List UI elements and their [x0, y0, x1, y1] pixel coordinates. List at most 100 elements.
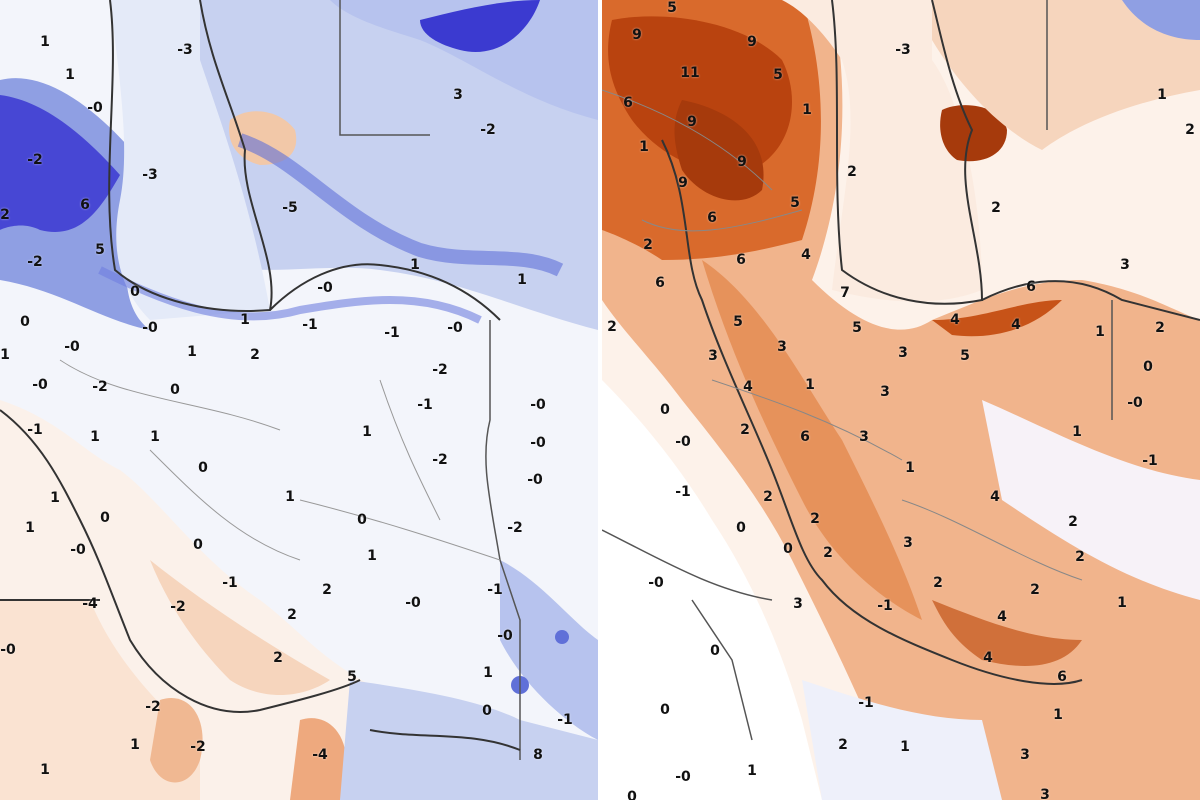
anomaly-label: 0	[193, 537, 203, 553]
anomaly-label: 5	[852, 320, 862, 336]
anomaly-label: 2	[322, 582, 332, 598]
anomaly-label: 3	[859, 429, 869, 445]
anomaly-label: 3	[1020, 747, 1030, 763]
anomaly-label: 0	[660, 702, 670, 718]
anomaly-label: -1	[1142, 453, 1158, 469]
anomaly-label: 1	[40, 34, 50, 50]
right-anomaly-map: 5 9 9 11 5 -3 6 9 1 1 2 1 9 2 9 5 6 2 2 6 4 3 6 6 7 5 4 4 2 5 1 2 3 3 3 5 0 4…	[602, 0, 1200, 800]
anomaly-label: -3	[142, 167, 158, 183]
anomaly-label: 6	[707, 210, 717, 226]
anomaly-label: 2	[838, 737, 848, 753]
panel-divider	[598, 0, 602, 800]
anomaly-label: 3	[1120, 257, 1130, 273]
anomaly-label: 6	[623, 95, 633, 111]
anomaly-label: -0	[497, 628, 513, 644]
anomaly-label: 0	[627, 789, 637, 800]
anomaly-label: 1	[1117, 595, 1127, 611]
anomaly-label: 9	[632, 27, 642, 43]
anomaly-label: 3	[777, 339, 787, 355]
anomaly-label: 1	[483, 665, 493, 681]
anomaly-label: -0	[64, 339, 80, 355]
anomaly-label: 1	[50, 490, 60, 506]
anomaly-label: 1	[410, 257, 420, 273]
anomaly-label: 1	[1053, 707, 1063, 723]
anomaly-label: -0	[530, 397, 546, 413]
anomaly-label: -2	[92, 379, 108, 395]
anomaly-label: 3	[880, 384, 890, 400]
anomaly-label: 1	[0, 347, 10, 363]
anomaly-label: 2	[1185, 122, 1195, 138]
anomaly-label: -1	[858, 695, 874, 711]
anomaly-label: 4	[950, 312, 960, 328]
anomaly-label: 1	[130, 737, 140, 753]
anomaly-label: 2	[991, 200, 1001, 216]
anomaly-label: 1	[90, 429, 100, 445]
anomaly-label: 2	[933, 575, 943, 591]
anomaly-label: 6	[736, 252, 746, 268]
anomaly-label: 2	[823, 545, 833, 561]
anomaly-label: 0	[482, 703, 492, 719]
anomaly-label: -2	[27, 254, 43, 270]
anomaly-label: -5	[282, 200, 298, 216]
anomaly-label: 1	[1157, 87, 1167, 103]
anomaly-label: 1	[240, 312, 250, 328]
anomaly-label: 4	[801, 247, 811, 263]
anomaly-label: -0	[0, 642, 16, 658]
anomaly-label: -0	[142, 320, 158, 336]
anomaly-label: 0	[170, 382, 180, 398]
anomaly-label: 9	[737, 154, 747, 170]
anomaly-label: -1	[675, 484, 691, 500]
anomaly-label: 5	[733, 314, 743, 330]
anomaly-label: 1	[187, 344, 197, 360]
anomaly-label: 0	[100, 510, 110, 526]
anomaly-label: -0	[675, 769, 691, 785]
anomaly-label: -0	[32, 377, 48, 393]
anomaly-label: 1	[65, 67, 75, 83]
anomaly-label: 3	[453, 87, 463, 103]
anomaly-label: 9	[747, 34, 757, 50]
anomaly-label: 3	[708, 348, 718, 364]
anomaly-label: 4	[990, 489, 1000, 505]
anomaly-label: 7	[840, 285, 850, 301]
anomaly-label: 5	[960, 348, 970, 364]
anomaly-label: -0	[87, 100, 103, 116]
anomaly-label: -0	[527, 472, 543, 488]
anomaly-label: 5	[95, 242, 105, 258]
anomaly-label: 1	[639, 139, 649, 155]
anomaly-label: -2	[432, 362, 448, 378]
anomaly-label: 0	[783, 541, 793, 557]
anomaly-label: 2	[0, 207, 10, 223]
anomaly-label: -2	[507, 520, 523, 536]
anomaly-label: 1	[900, 739, 910, 755]
anomaly-label: 4	[743, 379, 753, 395]
anomaly-label: -0	[405, 595, 421, 611]
anomaly-label: 5	[667, 0, 677, 16]
anomaly-label: 6	[1026, 279, 1036, 295]
anomaly-label: 1	[25, 520, 35, 536]
anomaly-label: -3	[895, 42, 911, 58]
anomaly-label: 5	[347, 669, 357, 685]
anomaly-label: -1	[27, 422, 43, 438]
anomaly-label: 6	[80, 197, 90, 213]
anomaly-label: -0	[675, 434, 691, 450]
anomaly-label: 0	[130, 284, 140, 300]
anomaly-label: -0	[70, 542, 86, 558]
anomaly-label: 3	[898, 345, 908, 361]
anomaly-label: 3	[1040, 787, 1050, 800]
left-anomaly-map: 1 -3 1 -0 3 -2 -2 -3 6 2 -5 5 -2 1 1 0 -0 0 1 -1 -0 -0 -1 -0 1 1 2…	[0, 0, 598, 800]
anomaly-label: 1	[517, 272, 527, 288]
anomaly-label: 1	[805, 377, 815, 393]
anomaly-label: 9	[687, 114, 697, 130]
anomaly-label: -4	[312, 747, 328, 763]
anomaly-label: 1	[1095, 324, 1105, 340]
anomaly-label: 2	[740, 422, 750, 438]
anomaly-label: 1	[367, 548, 377, 564]
anomaly-label: 0	[660, 402, 670, 418]
anomaly-label: -1	[417, 397, 433, 413]
anomaly-label: -2	[145, 699, 161, 715]
anomaly-label: 2	[273, 650, 283, 666]
anomaly-label: 0	[20, 314, 30, 330]
anomaly-label: 2	[763, 489, 773, 505]
anomaly-label: 9	[678, 175, 688, 191]
anomaly-label: -0	[648, 575, 664, 591]
